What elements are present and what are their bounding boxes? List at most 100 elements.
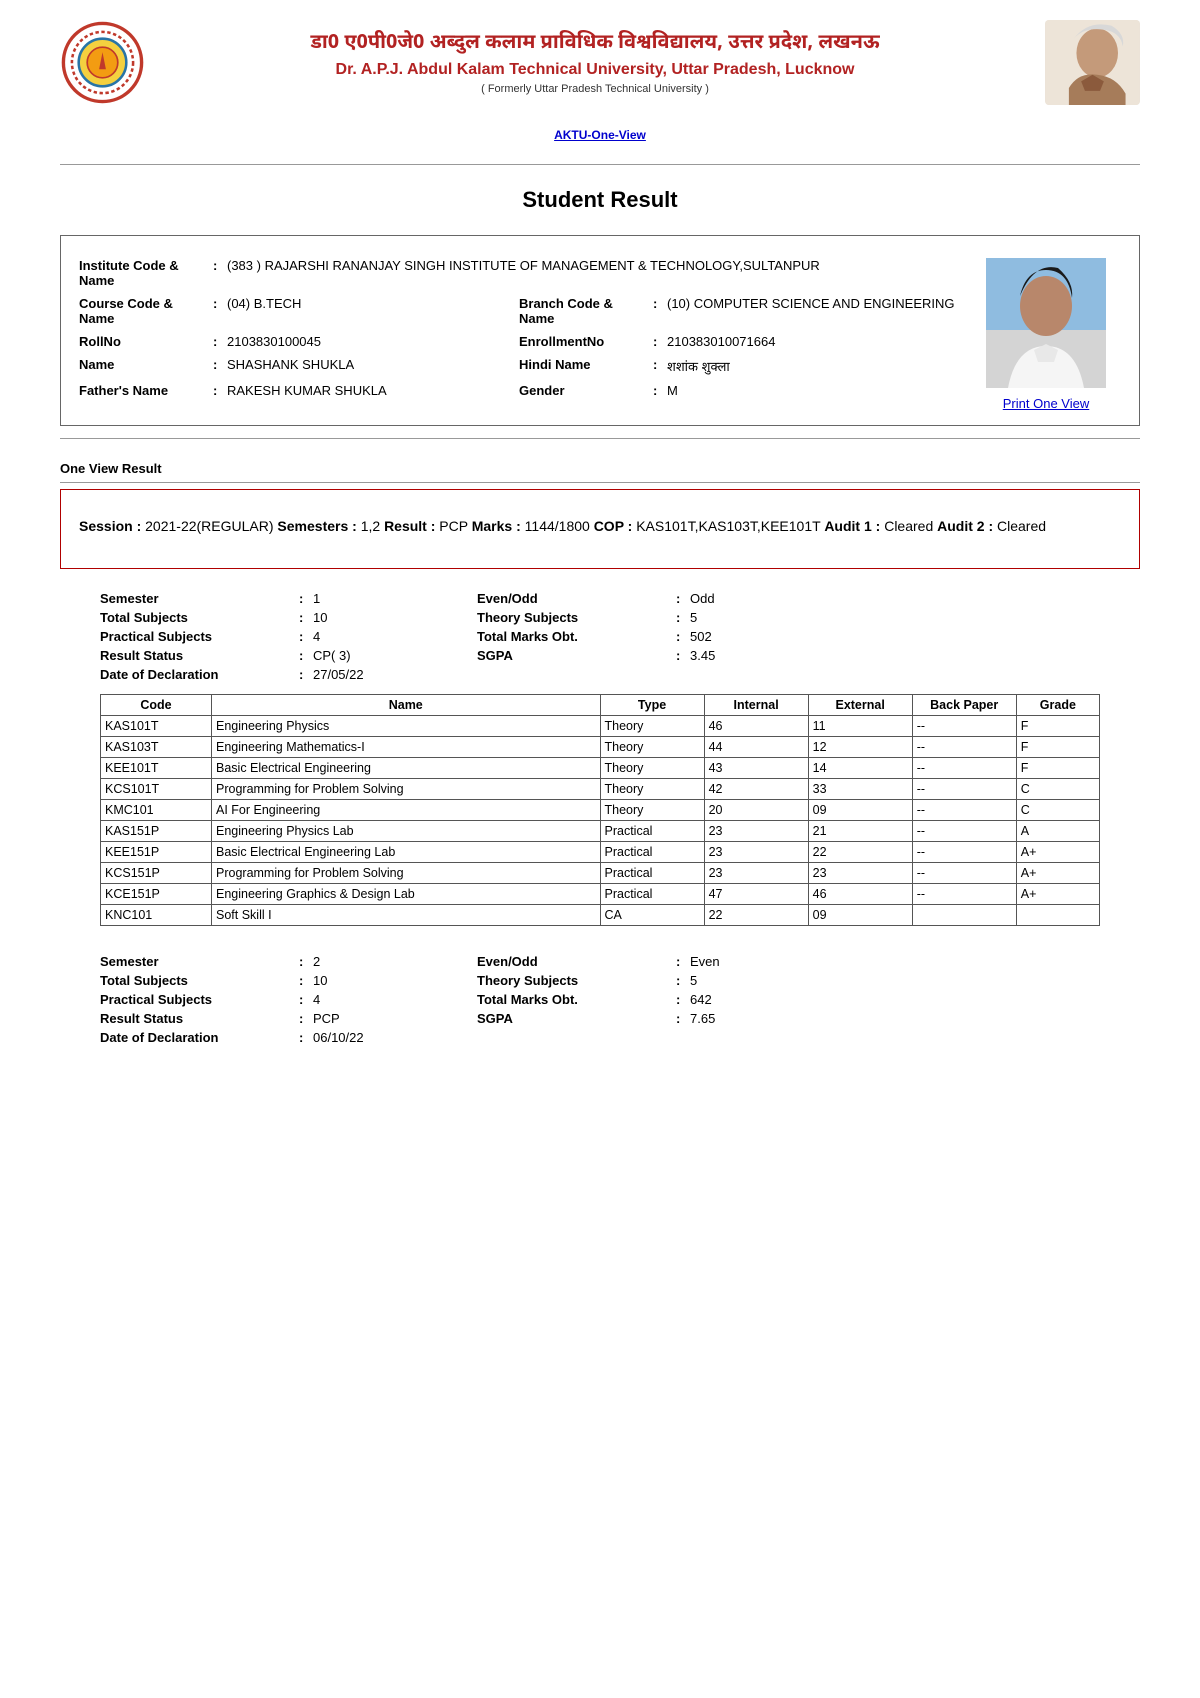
table-cell: Engineering Physics	[212, 716, 601, 737]
english-title: Dr. A.P.J. Abdul Kalam Technical Univers…	[155, 61, 1035, 79]
table-header-cell: Internal	[704, 695, 808, 716]
university-logo	[60, 20, 145, 105]
evenodd-label: Even/Odd	[477, 954, 672, 969]
table-cell: --	[912, 821, 1016, 842]
table-cell: Engineering Physics Lab	[212, 821, 601, 842]
semesters-label: Semesters :	[277, 518, 356, 534]
totalmarks-value: 642	[690, 992, 1100, 1007]
table-cell: 23	[808, 863, 912, 884]
marks-label: Marks :	[472, 518, 521, 534]
theory-label: Theory Subjects	[477, 610, 672, 625]
table-cell: A	[1016, 821, 1099, 842]
dod-label: Date of Declaration	[100, 667, 295, 682]
father-label: Father's Name	[79, 383, 209, 398]
student-photo	[986, 258, 1106, 388]
table-cell: 14	[808, 758, 912, 779]
institute-value: (383 ) RAJARSHI RANANJAY SINGH INSTITUTE…	[227, 258, 955, 288]
table-cell: KNC101	[101, 905, 212, 926]
aktu-one-view-link[interactable]: AKTU-One-View	[554, 128, 646, 142]
sgpa-label: SGPA	[477, 1011, 672, 1026]
table-cell: KEE101T	[101, 758, 212, 779]
theory-label: Theory Subjects	[477, 973, 672, 988]
table-cell: KCE151P	[101, 884, 212, 905]
course-value: (04) B.TECH	[227, 296, 515, 326]
institute-label: Institute Code & Name	[79, 258, 209, 288]
table-cell: 33	[808, 779, 912, 800]
table-cell: Practical	[600, 884, 704, 905]
table-header-cell: Code	[101, 695, 212, 716]
student-info-box: Institute Code & Name : (383 ) RAJARSHI …	[60, 235, 1140, 426]
table-cell: --	[912, 758, 1016, 779]
table-row: KCE151PEngineering Graphics & Design Lab…	[101, 884, 1100, 905]
table-cell: 09	[808, 800, 912, 821]
table-cell: --	[912, 842, 1016, 863]
hindi-name-value: शशांक शुक्ला	[667, 357, 955, 375]
table-row: KAS151PEngineering Physics LabPractical2…	[101, 821, 1100, 842]
sem-value: 1	[313, 591, 473, 606]
header-titles: डा0 ए0पी0जे0 अब्दुल कलाम प्राविधिक विश्व…	[155, 31, 1035, 95]
table-cell: F	[1016, 716, 1099, 737]
sem-label: Semester	[100, 591, 295, 606]
table-cell: 23	[704, 863, 808, 884]
table-cell: Theory	[600, 737, 704, 758]
table-row: KEE101TBasic Electrical EngineeringTheor…	[101, 758, 1100, 779]
hindi-title: डा0 ए0पी0जे0 अब्दुल कलाम प्राविधिक विश्व…	[155, 31, 1035, 57]
theory-value: 5	[690, 610, 1100, 625]
evenodd-value: Even	[690, 954, 1100, 969]
audit1-value: Cleared	[884, 518, 933, 534]
audit1-label: Audit 1 :	[824, 518, 880, 534]
audit2-label: Audit 2 :	[937, 518, 993, 534]
table-row: KNC101Soft Skill ICA2209	[101, 905, 1100, 926]
header: डा0 ए0पी0जे0 अब्दुल कलाम प्राविधिक विश्व…	[60, 20, 1140, 105]
table-cell: Practical	[600, 863, 704, 884]
table-cell: F	[1016, 737, 1099, 758]
table-cell: 43	[704, 758, 808, 779]
result-label: Result :	[384, 518, 435, 534]
practical-value: 4	[313, 629, 473, 644]
totalmarks-label: Total Marks Obt.	[477, 992, 672, 1007]
sem1-marks-table: CodeNameTypeInternalExternalBack PaperGr…	[100, 694, 1100, 926]
cop-value: KAS101T,KAS103T,KEE101T	[636, 518, 820, 534]
cop-label: COP :	[594, 518, 633, 534]
table-cell: KAS103T	[101, 737, 212, 758]
table-cell: Theory	[600, 758, 704, 779]
totalsub-label: Total Subjects	[100, 973, 295, 988]
table-cell: Practical	[600, 821, 704, 842]
dod-value: 06/10/22	[313, 1030, 473, 1045]
table-cell: 09	[808, 905, 912, 926]
table-cell: Theory	[600, 800, 704, 821]
table-cell: Theory	[600, 716, 704, 737]
resultstatus-label: Result Status	[100, 648, 295, 663]
table-cell: Programming for Problem Solving	[212, 863, 601, 884]
divider	[60, 438, 1140, 439]
table-cell: --	[912, 800, 1016, 821]
table-cell: A+	[1016, 863, 1099, 884]
table-cell: 22	[704, 905, 808, 926]
evenodd-value: Odd	[690, 591, 1100, 606]
hindi-name-label: Hindi Name	[519, 357, 649, 375]
table-cell: KCS101T	[101, 779, 212, 800]
table-cell: C	[1016, 800, 1099, 821]
table-cell: Soft Skill I	[212, 905, 601, 926]
table-row: KCS151PProgramming for Problem SolvingPr…	[101, 863, 1100, 884]
table-cell: 42	[704, 779, 808, 800]
sem-value: 2	[313, 954, 473, 969]
table-cell: --	[912, 884, 1016, 905]
gender-value: M	[667, 383, 955, 398]
table-header-row: CodeNameTypeInternalExternalBack PaperGr…	[101, 695, 1100, 716]
dod-value: 27/05/22	[313, 667, 473, 682]
table-cell: KMC101	[101, 800, 212, 821]
chancellor-portrait	[1045, 20, 1140, 105]
table-cell: 21	[808, 821, 912, 842]
table-row: KAS101TEngineering PhysicsTheory4611--F	[101, 716, 1100, 737]
audit2-value: Cleared	[997, 518, 1046, 534]
table-cell: 46	[704, 716, 808, 737]
table-cell: KAS101T	[101, 716, 212, 737]
table-cell: C	[1016, 779, 1099, 800]
session-summary-box: Session : 2021-22(REGULAR) Semesters : 1…	[60, 489, 1140, 569]
table-cell: CA	[600, 905, 704, 926]
print-one-view-link[interactable]: Print One View	[1003, 396, 1089, 411]
session-value: 2021-22(REGULAR)	[145, 518, 273, 534]
table-header-cell: Grade	[1016, 695, 1099, 716]
table-row: KCS101TProgramming for Problem SolvingTh…	[101, 779, 1100, 800]
